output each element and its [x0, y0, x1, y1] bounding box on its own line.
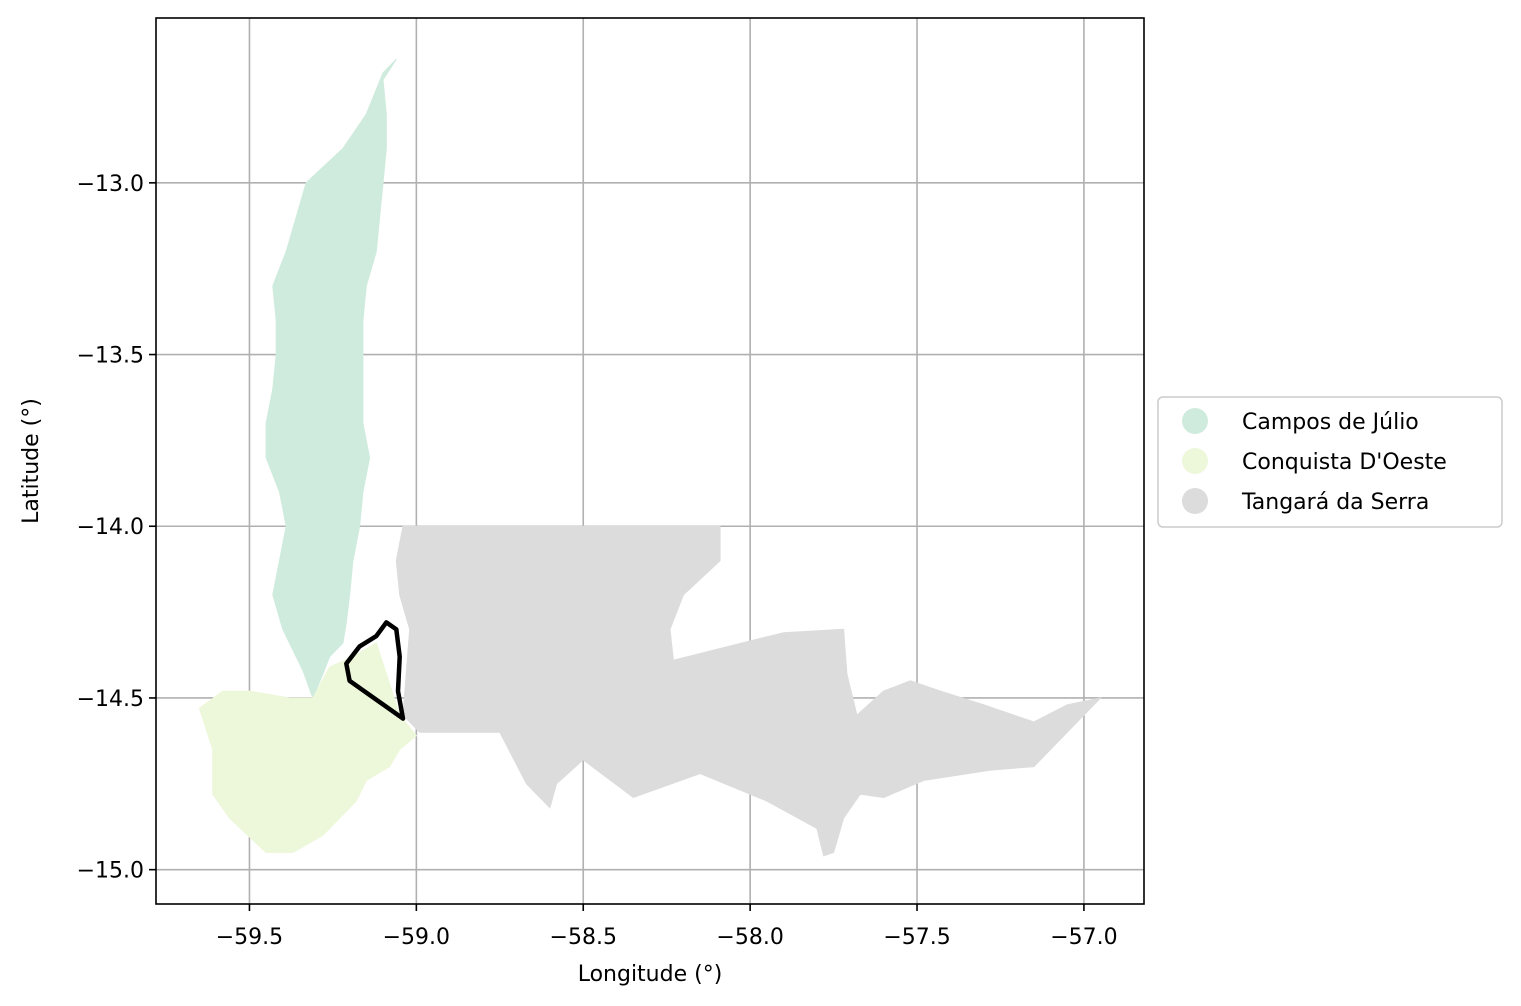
plot-frame: [155, 17, 1145, 905]
x-axis-label: Longitude (°): [578, 962, 723, 987]
y-tick-label: −13.5: [77, 344, 144, 369]
regions: [198, 58, 1103, 857]
region-tangara-da-serra: [395, 525, 1103, 857]
x-tick-label: −57.0: [1050, 925, 1117, 950]
x-tick-label: −58.0: [716, 925, 783, 950]
legend-label-campos-de-julio: Campos de Júlio: [1242, 410, 1419, 435]
highlight: [344, 620, 406, 721]
y-axis-ticks: −13.0 −13.5 −14.0 −14.5 −15.0: [77, 172, 156, 884]
legend-frame: [1157, 396, 1503, 528]
y-tick-label: −14.0: [77, 515, 144, 540]
region-conquista-d-oeste: [198, 642, 418, 853]
y-tick-label: −14.5: [77, 687, 144, 712]
y-tick-label: −15.0: [77, 859, 144, 884]
y-axis-label: Latitude (°): [19, 398, 44, 524]
x-tick-label: −59.0: [383, 925, 450, 950]
x-tick-label: −58.5: [550, 925, 617, 950]
legend: Campos de Júlio Conquista D'Oeste Tangar…: [1157, 396, 1503, 528]
x-tick-label: −59.5: [216, 925, 283, 950]
x-axis-ticks: −59.5 −59.0 −58.5 −58.0 −57.5 −57.0: [216, 904, 1118, 950]
x-tick-label: −57.5: [883, 925, 950, 950]
legend-label-conquista-doeste: Conquista D'Oeste: [1242, 450, 1447, 475]
region-campos-de-julio: [265, 58, 397, 700]
highlight-outline: [344, 620, 406, 721]
legend-marker-campos-de-julio: [1182, 408, 1208, 434]
y-tick-label: −13.0: [77, 172, 144, 197]
legend-marker-tangara-da-serra: [1182, 488, 1208, 514]
legend-label-tangara-da-serra: Tangará da Serra: [1241, 490, 1429, 515]
legend-marker-conquista-doeste: [1182, 448, 1208, 474]
